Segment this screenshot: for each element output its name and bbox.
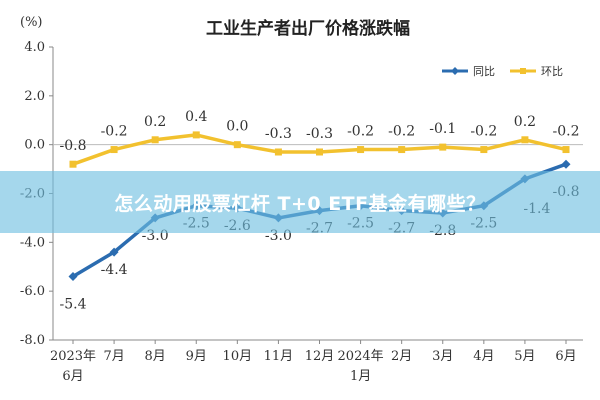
data-label: -0.2 [347, 124, 374, 140]
x-tick-label: 9月 [186, 349, 207, 364]
data-point [109, 247, 119, 257]
x-tick-label: 5月 [514, 349, 535, 364]
x-tick-label: 11月 [264, 349, 294, 364]
data-point [68, 272, 78, 282]
axes: 4.02.00.0-2.0-4.0-6.0-8.02023年6月7月8月9月10… [20, 40, 583, 384]
x-tick-label: 1月 [350, 369, 371, 384]
data-label: 0.0 [226, 119, 248, 135]
data-label: -0.8 [60, 138, 87, 154]
data-point [480, 146, 488, 154]
banner-text: 怎么动用股票杠杆 T+0 ETF基金有哪些？ [114, 192, 486, 215]
x-tick-label: 6月 [62, 369, 83, 384]
data-label: 0.2 [144, 114, 166, 130]
data-point [357, 146, 365, 154]
y-tick-label: -4.0 [20, 235, 45, 250]
legend-marker [451, 67, 459, 75]
x-tick-label: 12月 [305, 349, 335, 364]
x-tick-label: 3月 [432, 349, 453, 364]
x-tick-label: 4月 [473, 349, 494, 364]
data-label: 0.2 [514, 114, 536, 130]
data-point [439, 143, 447, 151]
x-tick-label: 10月 [223, 349, 253, 364]
legend-label: 环比 [541, 65, 563, 78]
data-label: -0.2 [388, 124, 415, 140]
data-point [561, 159, 571, 169]
data-point [233, 141, 241, 149]
data-label: -0.2 [101, 124, 128, 140]
y-unit-label: (%) [20, 15, 43, 30]
y-tick-label: 2.0 [24, 89, 45, 104]
data-label: -0.3 [306, 126, 333, 142]
x-tick-label: 6月 [555, 349, 576, 364]
data-label: -4.4 [101, 262, 128, 278]
data-label: -0.1 [429, 121, 456, 137]
data-label: -0.2 [470, 124, 497, 140]
data-point [110, 146, 118, 154]
y-tick-label: 4.0 [24, 40, 45, 55]
x-tick-label: 2月 [391, 349, 412, 364]
data-label: -5.4 [60, 297, 87, 313]
x-tick-label: 2023年 [50, 349, 96, 364]
data-point [151, 136, 159, 144]
data-label: -0.3 [265, 126, 292, 142]
x-tick-label: 8月 [145, 349, 166, 364]
x-tick-label: 7月 [103, 349, 124, 364]
legend: 同比 环比 [442, 65, 563, 78]
data-point [398, 146, 406, 154]
y-tick-label: -8.0 [20, 333, 45, 348]
y-tick-label: 0.0 [24, 138, 45, 153]
data-label: 0.4 [185, 109, 207, 125]
x-tick-label: 2024年 [338, 349, 384, 364]
data-point [69, 160, 77, 168]
data-point [274, 148, 282, 156]
data-point [562, 146, 570, 154]
y-tick-label: -6.0 [20, 284, 45, 299]
legend-label: 同比 [473, 65, 495, 78]
chart-title: 工业生产者出厂价格涨跌幅 [206, 18, 410, 39]
overlay-banner[interactable]: 怎么动用股票杠杆 T+0 ETF基金有哪些？ [0, 171, 600, 233]
data-point [316, 148, 323, 156]
data-label: -0.2 [553, 124, 580, 140]
data-point [521, 136, 529, 144]
legend-marker [520, 68, 526, 74]
data-point [192, 131, 200, 139]
